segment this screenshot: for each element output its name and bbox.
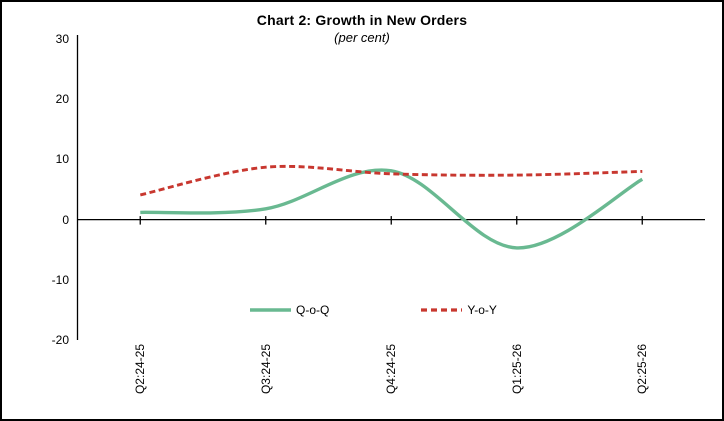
y-axis-tick-label: -20 [51, 333, 69, 347]
chart-subtitle: (per cent) [334, 30, 390, 45]
y-axis-tick-label: 0 [62, 212, 69, 227]
legend-item-qoq: Q-o-Q [250, 303, 329, 317]
legend-line-dashed-icon [421, 308, 463, 312]
legend-label-qoq: Q-o-Q [296, 303, 330, 317]
series-line-qoq [140, 168, 644, 250]
series-line-yoy [139, 164, 643, 197]
legend-label-yoy: Y-o-Y [467, 303, 497, 317]
y-axis-tick-label: 30 [55, 32, 69, 46]
y-axis-tick-label: 10 [55, 152, 69, 167]
chart-title: Chart 2: Growth in New Orders [256, 12, 468, 28]
legend: Q-o-Q Y-o-Y [250, 303, 497, 317]
legend-item-yoy: Y-o-Y [421, 303, 497, 317]
y-axis-tick-label: 20 [55, 92, 69, 107]
y-axis-labels: 30 20 10 0 -10 -20 [2, 2, 69, 419]
legend-line-solid-icon [250, 308, 291, 312]
y-axis-tick-label: -10 [51, 272, 69, 287]
